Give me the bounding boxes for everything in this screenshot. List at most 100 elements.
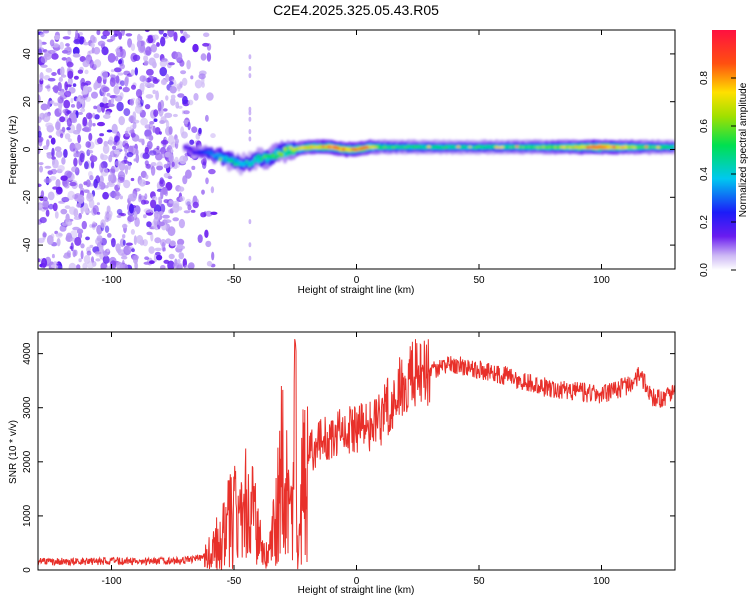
ridge-blob (447, 145, 452, 149)
noise-speckle (188, 262, 195, 269)
noise-speckle (92, 123, 96, 127)
ridge-blob (627, 145, 631, 149)
noise-speckle (111, 123, 118, 134)
noise-speckle (84, 210, 92, 214)
noise-speckle (103, 252, 109, 257)
noise-speckle (183, 264, 190, 269)
noise-speckle (82, 127, 90, 132)
noise-speckle (143, 214, 147, 219)
noise-speckles (38, 30, 252, 269)
noise-speckle (39, 72, 44, 81)
ridge-blob (368, 145, 373, 149)
ridge-blob (456, 145, 461, 148)
noise-speckle (64, 133, 71, 140)
noise-speckle (146, 221, 152, 228)
noise-speckle (114, 160, 122, 167)
noise-speckle (149, 124, 154, 128)
noise-speckle (42, 196, 48, 202)
noise-speckle (159, 179, 166, 187)
ridge-blob (577, 146, 581, 149)
noise-speckle (58, 77, 63, 82)
noise-speckle (121, 223, 128, 229)
spectrogram-ytick-label: 0 (22, 146, 33, 152)
ridge-blob (336, 146, 340, 150)
ridge-blob (421, 146, 425, 149)
ridge-blob (641, 146, 646, 149)
ridge-blob (559, 145, 564, 149)
noise-speckle (102, 30, 110, 37)
noise-speckle (72, 249, 77, 258)
ridge-blob (462, 145, 467, 149)
ridge-blob (239, 161, 243, 165)
noise-speckle (168, 62, 175, 66)
noise-speckle (154, 211, 159, 219)
noise-speckle (177, 105, 183, 109)
noise-speckle (51, 53, 59, 60)
noise-speckle (115, 261, 124, 269)
ridge-blob (453, 145, 458, 149)
noise-speckle (132, 121, 137, 130)
noise-speckle (67, 30, 72, 36)
ridge-blob (377, 145, 381, 149)
noise-speckle (93, 82, 99, 90)
noise-speckle (125, 242, 133, 246)
ridge-blob (668, 146, 672, 149)
noise-speckle (119, 195, 124, 200)
noise-speckle (108, 99, 112, 104)
noise-speckle (160, 139, 169, 145)
noise-speckle (83, 189, 90, 193)
noise-speckle (143, 200, 150, 205)
noise-speckle (83, 181, 88, 186)
noise-speckle (191, 165, 196, 170)
noise-speckle (158, 30, 164, 35)
noise-speckle (144, 193, 148, 200)
ridge-blob (386, 146, 390, 149)
noise-speckle (66, 110, 71, 114)
noise-speckle (77, 69, 84, 74)
noise-speckle (61, 57, 67, 61)
noise-speckle (149, 260, 155, 264)
ridge-blob (586, 146, 590, 149)
ridge-blob (274, 149, 279, 156)
signal-ridge (182, 139, 675, 176)
noise-speckle (192, 201, 199, 209)
noise-speckle (40, 64, 48, 68)
noise-speckle (84, 69, 89, 75)
noise-speckle (164, 112, 173, 119)
noise-speckle (125, 33, 133, 37)
noise-speckle (178, 218, 185, 229)
noise-speckle (86, 250, 92, 256)
ridge-blob (618, 146, 622, 149)
noise-speckle (49, 100, 55, 104)
ridge-blob (547, 146, 552, 149)
noise-speckle (122, 234, 126, 239)
ridge-blob (433, 145, 437, 148)
ridge-blob (189, 146, 193, 151)
noise-speckle (156, 254, 163, 261)
ridge-blob (409, 145, 414, 148)
ridge-blob (403, 146, 408, 149)
ridge-blob (280, 152, 284, 157)
ridge-blob (518, 146, 522, 149)
noise-speckle (205, 240, 212, 248)
ridge-blob (521, 145, 525, 149)
snr-ytick-label: 4000 (22, 342, 33, 365)
ridge-blob (477, 145, 481, 148)
noise-speckle (45, 122, 53, 128)
noise-speckle (97, 40, 106, 47)
noise-speckle (132, 54, 141, 61)
noise-speckle (156, 165, 164, 171)
ridge-blob (339, 147, 343, 151)
noise-speckle (65, 213, 70, 223)
ridge-blob (356, 148, 361, 151)
noise-speckle (127, 38, 133, 48)
noise-speckle (158, 221, 165, 227)
ridge-blob (486, 146, 490, 149)
noise-speckle (123, 156, 128, 164)
ridge-blob (591, 145, 596, 149)
ridge-blob (588, 145, 593, 149)
noise-speckle (42, 30, 50, 34)
ridge-blob (206, 152, 211, 159)
noise-speckle (117, 72, 124, 76)
noise-speckle (144, 30, 150, 33)
